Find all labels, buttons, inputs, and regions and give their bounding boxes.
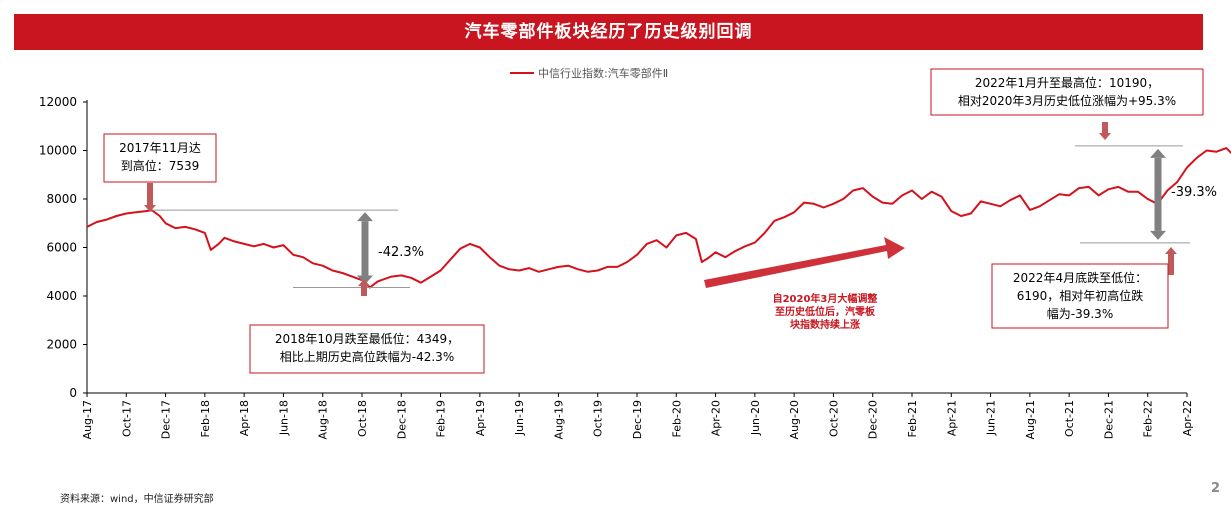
annotation-2022-low-text: 6190，相对年初高位跌 [1017,288,1144,303]
x-tick-label: Aug-20 [788,400,801,439]
x-tick-label: Feb-20 [670,400,683,437]
drawdown-arrow-2022-shaft [1154,157,1162,231]
x-tick-label: Aug-21 [1024,400,1037,439]
drawdown-arrow-2018-shaft [361,221,369,276]
x-tick-label: Feb-22 [1142,400,1155,437]
x-tick-label: Aug-19 [552,400,565,439]
drawdown-arrow-2018-head-up [357,212,373,222]
annotation-2022-high-text: 相对2020年3月历史低位涨幅为+95.3% [958,93,1176,108]
source-note: 资料来源：wind，中信证券研究部 [60,494,214,505]
x-tick-label: Dec-19 [631,400,644,439]
trend-annotation-text: 至历史低位后，汽零板 [775,305,876,318]
annotation-2017-high-text: 2017年11月达 [119,141,201,155]
x-tick-label: Dec-21 [1102,400,1115,439]
x-tick-label: Oct-18 [356,400,369,437]
x-tick-label: Apr-21 [945,400,958,436]
x-tick-label: Dec-18 [395,400,408,439]
annotation-2022-low-text: 2022年4月底跌至低位： [1013,270,1147,285]
drawdown-arrow-2018-head-down [357,275,373,285]
x-tick-label: Apr-22 [1181,400,1194,436]
annotation-2017-high-text: 到高位：7539 [121,158,200,173]
annotation-2022-high-text: 2022年1月升至最高位：10190， [975,75,1159,90]
x-tick-label: Apr-19 [474,400,487,436]
arrow-2018-low-head [358,279,370,286]
arrow-2017-high-shaft [147,183,153,206]
arrow-2022-high-shaft [1102,122,1108,134]
annotation-2022-high-box [930,68,1204,116]
y-tick-label: 10000 [39,144,77,158]
page-number: 2 [1211,481,1221,496]
trend-annotation-text: 块指数持续上涨 [790,318,860,331]
y-tick-label: 0 [69,386,77,400]
drawdown-arrow-2022-head-up [1150,148,1166,158]
y-tick-label: 2000 [46,338,77,352]
y-tick-label: 12000 [39,95,77,109]
legend-label: 中信行业指数:汽车零部件Ⅱ [538,66,668,80]
annotation-2018-low-text: 2018年10月跌至最低位：4349， [275,331,459,346]
drawdown-label-2018: -42.3% [378,245,424,260]
x-tick-label: Apr-18 [238,400,251,436]
x-tick-label: Aug-18 [317,400,330,439]
y-tick-label: 8000 [46,192,77,206]
x-tick-label: Feb-19 [435,400,448,437]
annotation-2022-low-box [991,263,1169,329]
x-tick-label: Oct-21 [1063,400,1076,437]
x-tick-label: Feb-21 [906,400,919,437]
x-tick-label: Oct-19 [592,400,605,437]
series-line [86,147,1231,289]
y-tick-label: 4000 [46,289,77,303]
annotation-2018-low-text: 相比上期历史高位跌幅为-42.3% [280,349,454,364]
drawdown-arrow-2022-head-down [1150,230,1166,240]
arrow-2022-low-shaft [1168,253,1174,275]
y-tick-label: 6000 [46,241,77,255]
x-tick-label: Jun-21 [985,400,998,436]
x-tick-label: Oct-20 [827,400,840,437]
title-bar: 汽车零部件板块经历了历史级别回调 [14,14,1203,50]
x-tick-label: Dec-20 [867,400,880,439]
x-tick-label: Aug-17 [81,400,94,439]
page-title: 汽车零部件板块经历了历史级别回调 [464,22,753,42]
x-tick-label: Jun-18 [277,400,290,436]
arrow-2017-high-head [144,205,156,212]
annotation-2018-low-box [249,324,485,374]
trend-annotation-text: 自2020年3月大幅调整 [773,292,878,305]
trend-arrow [704,237,905,288]
arrow-2018-low-shaft [361,285,367,296]
x-tick-label: Jun-20 [749,400,762,436]
drawdown-label-2022: -39.3% [1171,185,1217,200]
x-tick-label: Dec-17 [160,400,173,439]
arrow-2022-low-head [1165,247,1177,254]
annotation-2017-high-box [103,133,217,183]
x-tick-label: Jun-19 [513,400,526,436]
x-tick-label: Apr-20 [710,400,723,436]
arrow-2022-high-head [1099,133,1111,140]
annotation-2022-low-text: 幅为-39.3% [1047,306,1113,321]
x-tick-label: Feb-18 [199,400,212,437]
x-tick-label: Oct-17 [120,400,133,437]
